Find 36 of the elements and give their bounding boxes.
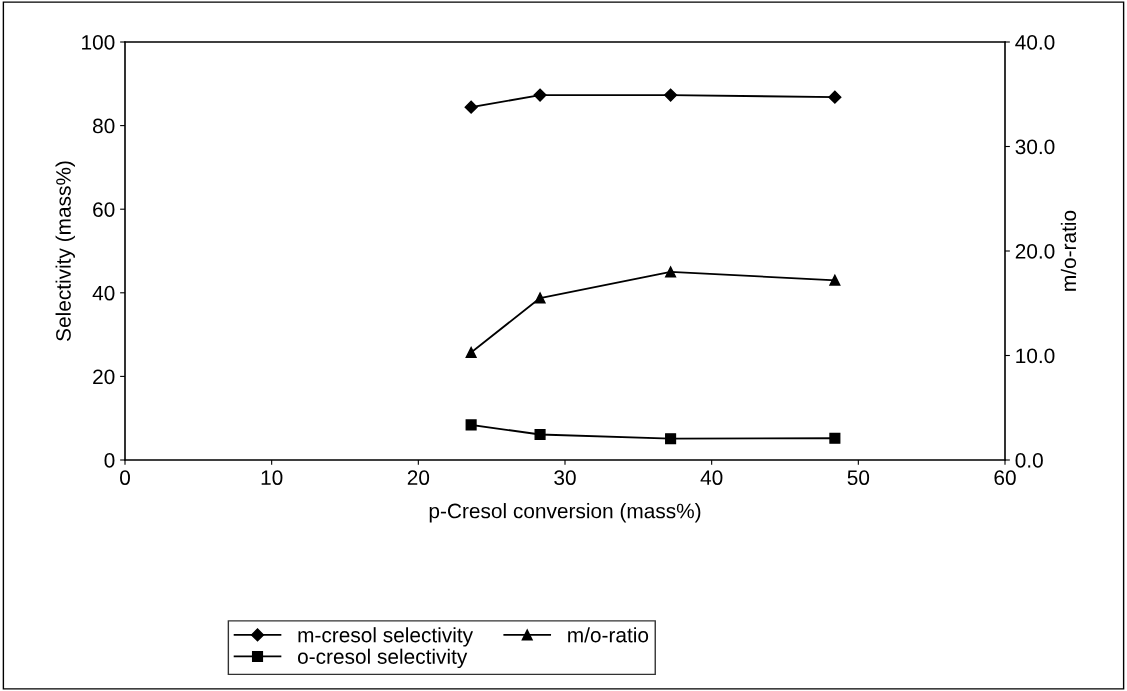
point [665,433,677,445]
y2-axis-title: m/o-ratio [1060,210,1077,291]
point [829,432,841,444]
x-tick-label: 20 [407,470,430,486]
y2-tick-label: 30.0 [1015,139,1055,155]
point [464,100,478,114]
y-axis-title: Selectivity (mass%) [55,161,75,341]
point [533,88,547,102]
y-tick-label: 100 [82,35,115,50]
point [534,428,546,441]
x-tick-label: 10 [261,470,283,486]
point [665,266,677,278]
legend-label: o-cresol selectivity [297,648,468,669]
y-tick-label: 60 [93,202,115,217]
legend-label: m-cresol selectivity [298,627,474,647]
point [465,419,477,431]
y2-tick-label: 40.0 [1015,35,1055,50]
x-tick-label: 30 [554,470,576,486]
y2-tick-label: 0.0 [1015,453,1043,468]
y2-tick-label: 20.0 [1015,244,1055,259]
y-tick-label: 20 [93,369,115,385]
point [828,90,842,104]
point [829,274,841,286]
x-tick-label: 60 [994,470,1016,486]
point [534,292,546,304]
point [664,88,678,102]
x-axis-title: p-Cresol conversion (mass%) [429,503,701,523]
x-tick-label: 0 [120,470,130,486]
x-tick-label: 40 [700,470,723,486]
y-tick-label: 80 [93,118,115,134]
y2-tick-label: 10.0 [1016,348,1055,364]
legend-label: m/o-ratio [568,627,649,643]
x-tick-label: 50 [847,470,870,486]
y-tick-label: 40 [92,285,115,301]
point [465,346,477,358]
y-tick-label: 0 [104,453,115,468]
